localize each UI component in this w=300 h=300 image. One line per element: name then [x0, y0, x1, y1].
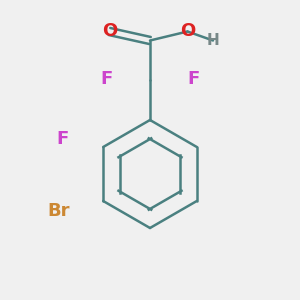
Text: F: F: [188, 70, 200, 88]
Text: O: O: [180, 22, 195, 40]
Text: F: F: [57, 130, 69, 148]
Text: H: H: [207, 33, 219, 48]
Text: O: O: [102, 22, 117, 40]
Text: Br: Br: [47, 202, 70, 220]
Text: F: F: [100, 70, 112, 88]
